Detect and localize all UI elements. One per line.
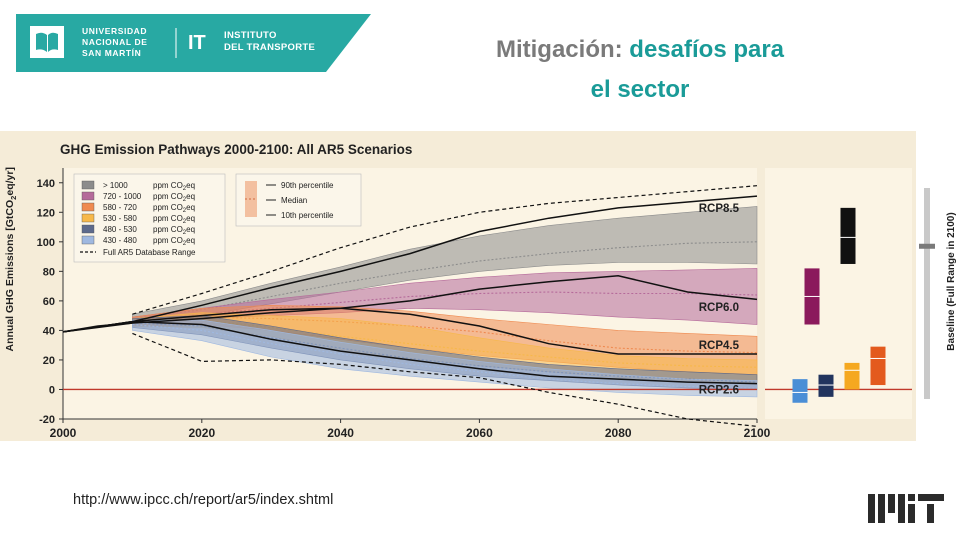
rcp-line-1 xyxy=(62,275,758,333)
emission-chart: GHG Emission Pathways 2000-2100: All AR5… xyxy=(0,131,960,441)
header-banner: UNIVERSIDAD NACIONAL DE SAN MARTÍN IT IN… xyxy=(16,14,371,72)
title-line2: el sector xyxy=(590,76,690,103)
legend-range-1: 720 - 1000 xyxy=(103,192,142,201)
x-tick-label: 2100 xyxy=(744,426,771,440)
y-tick-label: 80 xyxy=(43,266,55,278)
mit-logo xyxy=(868,492,946,531)
database-range-lower xyxy=(132,332,758,427)
database-range-upper xyxy=(132,185,758,315)
legend-swatch-1 xyxy=(81,191,95,201)
book-icon xyxy=(30,26,64,58)
percentile-label-0: 90th percentile xyxy=(281,181,334,190)
x-tick-label: 2080 xyxy=(605,426,632,440)
legend-range-0: > 1000 xyxy=(103,181,128,190)
median-series-0 xyxy=(132,241,758,320)
legend-swatch-4 xyxy=(81,224,95,234)
rcp-label-2: RCP4.5 xyxy=(699,340,740,352)
legend-unit-3: ppm CO2eq xyxy=(153,214,195,225)
bar-2100-5 xyxy=(870,346,886,386)
legend-unit-2: ppm CO2eq xyxy=(153,203,195,214)
category-legend: > 1000 ppm CO2eq 720 - 1000 ppm CO2eq 580 - … xyxy=(73,173,226,263)
slide-title: Mitigación: desafíos para el sector xyxy=(470,30,810,110)
percentile-label-2: 10th percentile xyxy=(281,211,334,220)
rcp-label-1: RCP6.0 xyxy=(699,302,739,314)
baseline-label: Baseline (Full Range in 2100) xyxy=(946,212,957,350)
legend-unit-5: ppm CO2eq xyxy=(153,236,195,247)
baseline-median-mark xyxy=(919,243,935,249)
legend-range-label: Full AR5 Database Range xyxy=(103,248,196,257)
university-name: UNIVERSIDAD NACIONAL DE SAN MARTÍN xyxy=(82,26,148,58)
y-tick-label: 100 xyxy=(37,237,55,249)
title-part2: desafíos para xyxy=(629,36,785,63)
bar-2100-3 xyxy=(840,207,856,264)
bars-panel xyxy=(765,168,912,419)
legend-swatch-5 xyxy=(81,235,95,245)
baseline-range-bar xyxy=(924,188,930,399)
y-tick-label: 20 xyxy=(43,355,55,367)
source-url[interactable]: http://www.ipcc.ch/report/ar5/index.shtm… xyxy=(73,492,334,508)
rcp-label-3: RCP2.6 xyxy=(699,384,739,396)
bar-2100-0 xyxy=(792,379,808,403)
y-axis-label: Annual GHG Emissions [GtCO2eq/yr] xyxy=(4,167,18,351)
percentile-label-1: Median xyxy=(281,196,307,205)
chart-svg: GHG Emission Pathways 2000-2100: All AR5… xyxy=(0,131,957,441)
legend-unit-4: ppm CO2eq xyxy=(153,225,195,236)
y-tick-label: 40 xyxy=(43,325,55,337)
legend-unit-1: ppm CO2eq xyxy=(153,192,195,203)
rcp-line-0 xyxy=(62,195,758,333)
x-tick-label: 2040 xyxy=(327,426,354,440)
rcp-line-2 xyxy=(62,307,757,355)
y-tick-label: 140 xyxy=(37,178,55,190)
legend-swatch-3 xyxy=(81,213,95,223)
legend-range-2: 580 - 720 xyxy=(103,203,137,212)
percentile-legend: 90th percentile Median 10th percentile xyxy=(235,173,362,227)
legend-swatch-0 xyxy=(81,180,95,190)
rcp-label-0: RCP8.5 xyxy=(699,203,740,215)
bar-2100-4 xyxy=(844,362,860,390)
chart-title: GHG Emission Pathways 2000-2100: All AR5… xyxy=(60,142,412,157)
legend-swatch-2 xyxy=(81,202,95,212)
it-logo-mark: IT xyxy=(188,32,206,54)
y-tick-label: 60 xyxy=(43,296,55,308)
median-series-5 xyxy=(132,323,758,389)
bar-2100-2 xyxy=(818,374,834,397)
title-part1: Mitigación: xyxy=(495,36,623,63)
institute-name: INSTITUTO DEL TRANSPORTE xyxy=(224,30,316,53)
y-tick-label: 0 xyxy=(49,384,55,396)
legend-range-4: 480 - 530 xyxy=(103,225,137,234)
legend-range-5: 430 - 480 xyxy=(103,236,137,245)
legend-unit-0: ppm CO2eq xyxy=(153,181,195,192)
banner-shape xyxy=(16,14,371,72)
y-tick-label: -20 xyxy=(39,414,55,426)
rcp-line-3 xyxy=(62,320,758,385)
x-tick-label: 2000 xyxy=(50,426,77,440)
x-tick-label: 2060 xyxy=(466,426,493,440)
legend-range-3: 530 - 580 xyxy=(103,214,137,223)
y-tick-label: 120 xyxy=(37,207,55,219)
legend-frame xyxy=(73,173,226,263)
x-tick-label: 2020 xyxy=(188,426,215,440)
